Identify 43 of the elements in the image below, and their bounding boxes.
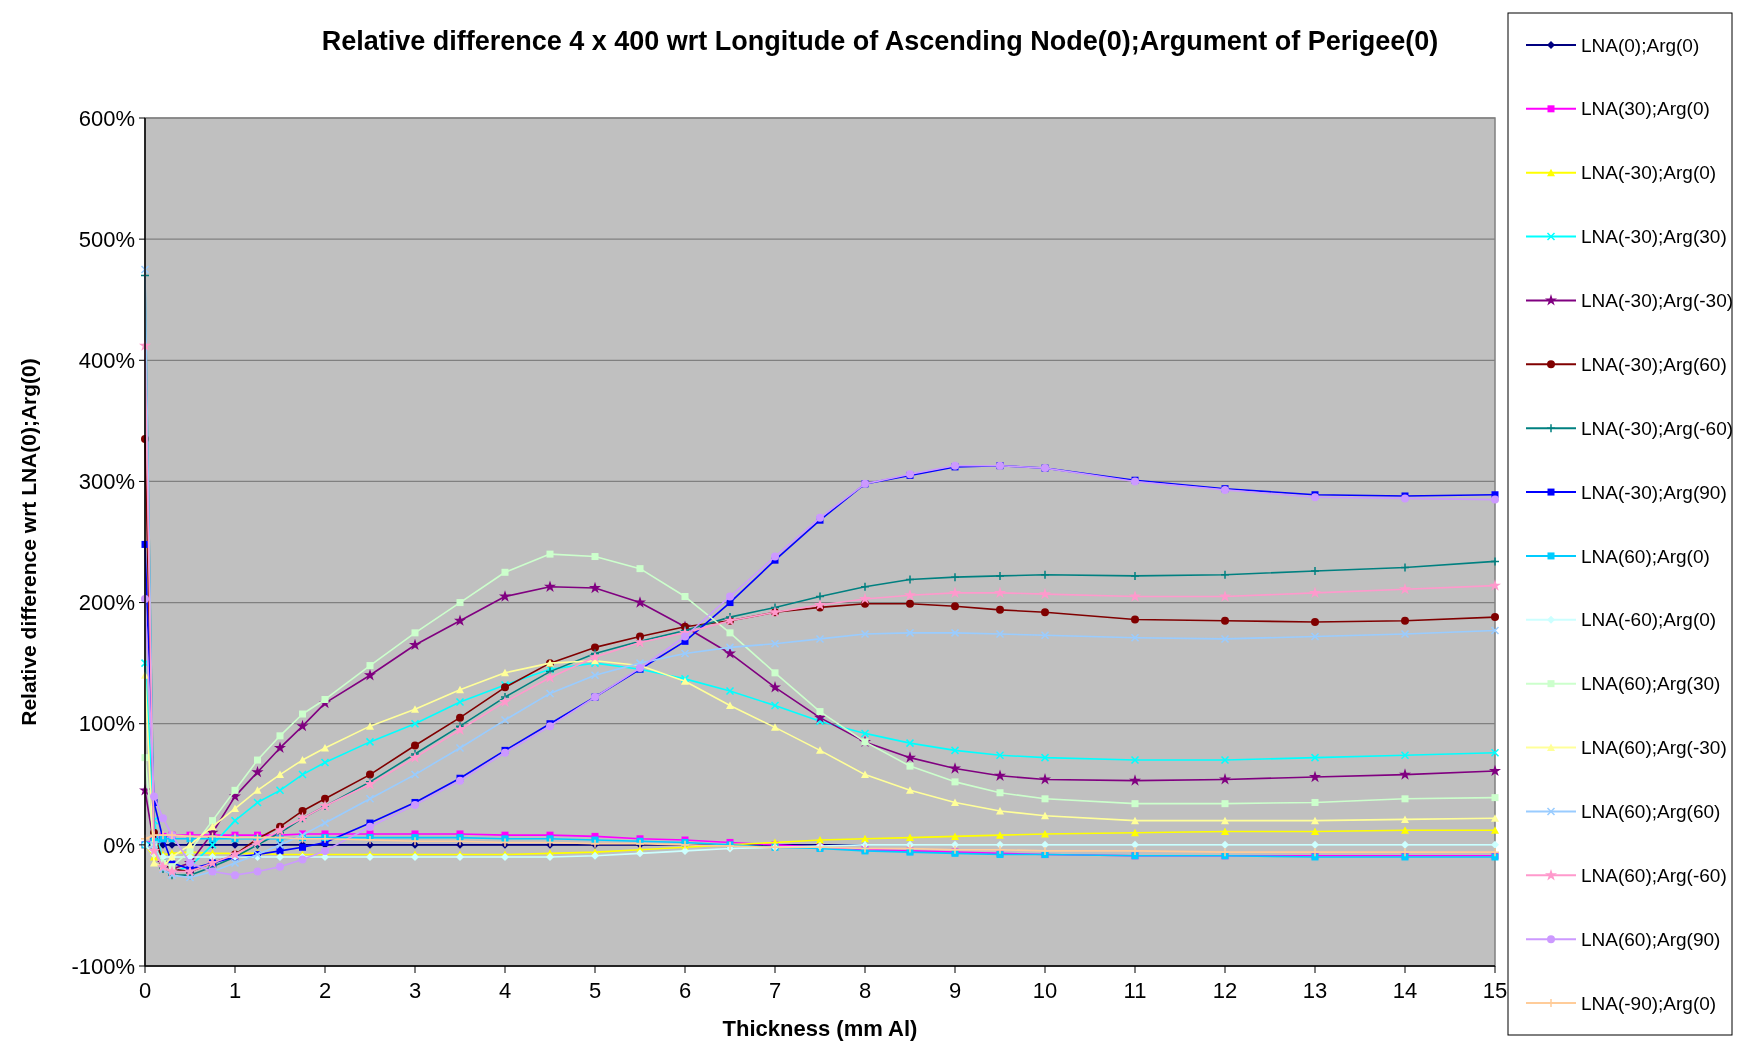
legend-label: LNA(60);Arg(90) <box>1581 928 1721 950</box>
x-tick-label: 8 <box>858 978 872 1003</box>
x-tick-label: 10 <box>1032 978 1058 1003</box>
legend-label: LNA(60);Arg(30) <box>1581 673 1721 695</box>
legend-label: LNA(-30);Arg(-30) <box>1581 290 1734 312</box>
x-tick-label: 5 <box>588 978 602 1003</box>
y-tick-label: 500% <box>78 226 135 252</box>
legend-label: LNA(-30);Arg(60) <box>1581 353 1727 375</box>
x-tick-label: 6 <box>678 978 692 1003</box>
x-tick-label: 2 <box>318 978 332 1003</box>
y-tick-label: 0% <box>103 832 135 858</box>
x-tick-label: 15 <box>1482 978 1508 1003</box>
legend-label: LNA(-30);Arg(0) <box>1581 162 1717 184</box>
legend-label: LNA(60);Arg(-60) <box>1581 864 1727 886</box>
x-tick-label: 12 <box>1212 978 1238 1003</box>
legend-label: LNA(60);Arg(60) <box>1581 801 1721 823</box>
legend-label: LNA(-30);Arg(-60) <box>1581 417 1734 439</box>
y-tick-label: 300% <box>78 469 135 495</box>
x-tick-label: 14 <box>1392 978 1418 1003</box>
y-tick-label: 200% <box>78 590 135 616</box>
chart-title: Relative difference 4 x 400 wrt Longitude of Ascending Node(0);Argument of Perigee(0) <box>321 26 1439 56</box>
y-axis-title: Relative difference wrt LNA(0);Arg(0) <box>17 358 40 726</box>
x-tick-label: 7 <box>768 978 782 1003</box>
x-tick-label: 0 <box>138 978 152 1003</box>
x-axis-title: Thickness (mm Al) <box>722 1016 918 1041</box>
legend-label: LNA(60);Arg(-30) <box>1581 737 1727 759</box>
legend-label: LNA(-90);Arg(0) <box>1581 992 1717 1014</box>
x-tick-label: 9 <box>948 978 962 1003</box>
x-tick-label: 4 <box>498 978 512 1003</box>
y-tick-label: 100% <box>78 711 135 737</box>
legend-label: LNA(60);Arg(0) <box>1581 545 1710 567</box>
y-tick-label: 400% <box>78 347 135 373</box>
legend-label: LNA(30);Arg(0) <box>1581 98 1710 120</box>
x-tick-label: 11 <box>1123 978 1147 1003</box>
y-tick-label: -100% <box>71 953 135 979</box>
legend-label: LNA(-60);Arg(0) <box>1581 609 1717 631</box>
x-tick-label: 3 <box>408 978 422 1003</box>
x-tick-label: 1 <box>228 978 242 1003</box>
legend-label: LNA(-30);Arg(30) <box>1581 226 1727 248</box>
legend-label: LNA(0);Arg(0) <box>1581 34 1700 56</box>
x-tick-label: 13 <box>1302 978 1328 1003</box>
legend-label: LNA(-30);Arg(90) <box>1581 481 1727 503</box>
y-tick-label: 600% <box>78 105 135 131</box>
